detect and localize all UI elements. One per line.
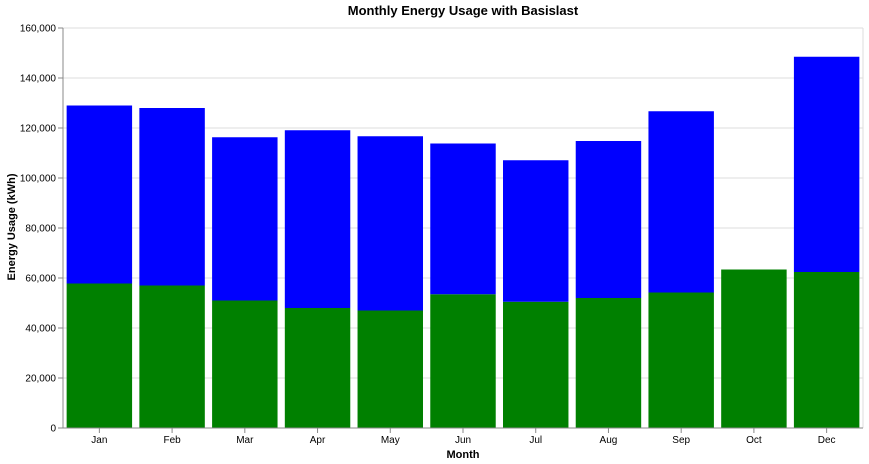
bar-oct-segment-1: [721, 269, 787, 428]
bar-jan-segment-2: [66, 105, 133, 284]
x-tick-label: May: [381, 435, 400, 446]
x-tick-label: Mar: [236, 435, 254, 446]
bar-jun-segment-1: [430, 294, 496, 428]
bar-aug-segment-2: [575, 141, 642, 298]
x-tick-label: Oct: [746, 435, 762, 446]
x-axis-title: Month: [447, 449, 480, 461]
x-tick-label: Sep: [672, 435, 690, 446]
bar-sep-segment-1: [648, 292, 714, 428]
bar-apr-segment-2: [284, 130, 351, 308]
chart-title: Monthly Energy Usage with Basislast: [348, 3, 579, 18]
x-tick-label: Jun: [455, 435, 471, 446]
bar-jul-segment-2: [503, 160, 569, 302]
x-tick-label: Jan: [91, 435, 107, 446]
bar-mar-segment-1: [212, 300, 278, 428]
bar-feb-segment-2: [139, 108, 205, 286]
bar-may-segment-1: [357, 310, 423, 428]
x-axis-ticks: Jan Feb Mar Apr May Jun Jul Aug Sep Oct Dec: [91, 428, 836, 446]
bar-aug-segment-1: [575, 298, 642, 428]
bar-apr-segment-1: [284, 308, 351, 428]
y-tick-label: 20,000: [25, 374, 56, 385]
y-tick-label: 80,000: [25, 224, 56, 235]
bar-feb-segment-1: [139, 285, 205, 428]
y-tick-label: 140,000: [20, 74, 57, 85]
y-tick-label: 100,000: [20, 174, 57, 185]
bar-may-segment-2: [357, 136, 423, 311]
bar-sep-segment-2: [648, 111, 714, 293]
bar-jan-segment-1: [66, 283, 133, 428]
x-tick-label: Aug: [600, 435, 618, 446]
bar-dec-segment-2: [793, 56, 860, 272]
y-axis-title: Energy Usage (kWh): [6, 173, 18, 280]
x-tick-label: Jul: [529, 435, 542, 446]
x-tick-label: Feb: [163, 435, 181, 446]
x-tick-label: Dec: [818, 435, 836, 446]
y-axis-ticks: 0 20,000 40,000 60,000 80,000 100,000 120,000 1…: [20, 24, 63, 435]
y-tick-label: 160,000: [20, 24, 57, 35]
bar-dec-segment-1: [793, 272, 860, 428]
y-tick-label: 60,000: [25, 274, 56, 285]
y-tick-label: 120,000: [20, 124, 57, 135]
x-tick-label: Apr: [310, 435, 326, 446]
bar-mar-segment-2: [212, 137, 278, 301]
bar-jul-segment-1: [503, 301, 569, 428]
bar-jun-segment-2: [430, 143, 496, 295]
y-tick-label: 0: [50, 424, 56, 435]
bars: [66, 56, 860, 428]
y-tick-label: 40,000: [25, 324, 56, 335]
